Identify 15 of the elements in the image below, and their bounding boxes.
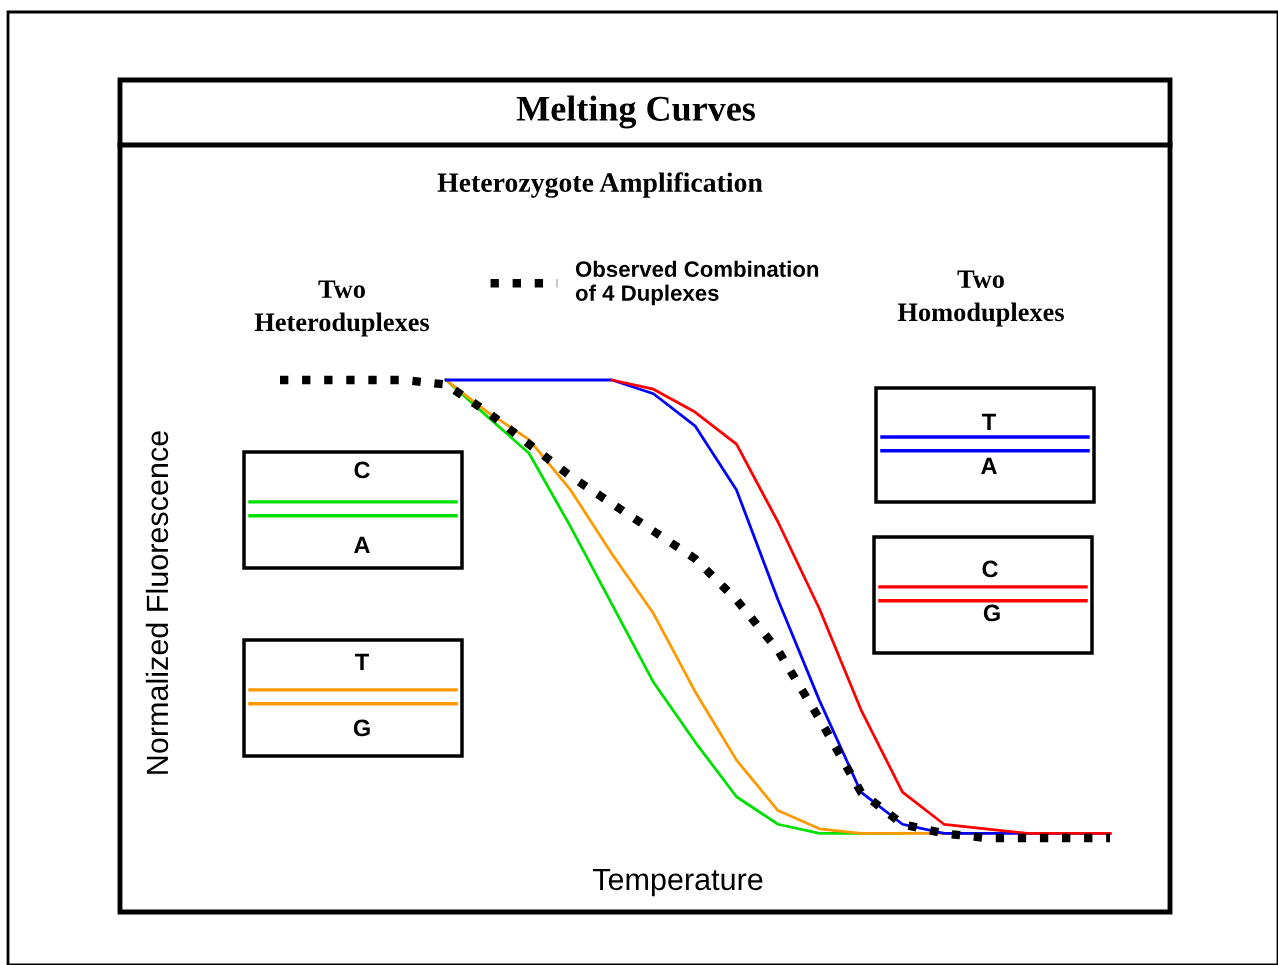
- chart-subtitle: Heterozygote Amplification: [437, 172, 763, 198]
- x-axis-title: Temperature: [592, 868, 763, 897]
- annotation: A: [354, 536, 370, 554]
- legend-label: Observed Combination of 4 Duplexes: [575, 260, 819, 306]
- annotation: T: [355, 653, 369, 671]
- y-axis-title: Normalized Fluorescence: [145, 431, 169, 774]
- annotation: A: [981, 457, 997, 475]
- annotation: T: [982, 413, 996, 431]
- chart-title: Melting Curves: [516, 95, 755, 129]
- text: Two Homoduplexes: [897, 270, 1064, 327]
- annotation: C: [354, 461, 370, 479]
- annotation: G: [353, 719, 370, 737]
- annotation: G: [983, 604, 1000, 622]
- text: Two Heteroduplexes: [254, 280, 430, 337]
- annotation: C: [982, 560, 998, 578]
